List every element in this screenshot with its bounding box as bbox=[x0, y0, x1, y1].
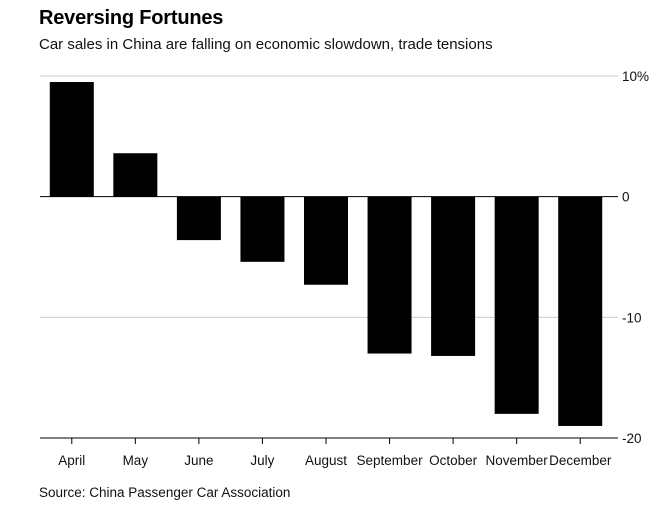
x-tick-label: June bbox=[184, 453, 213, 468]
y-tick-label: -20 bbox=[622, 431, 642, 446]
x-tick-label: November bbox=[486, 453, 549, 468]
y-tick-label: -10 bbox=[622, 310, 642, 325]
chart-title: Reversing Fortunes bbox=[39, 7, 224, 29]
bar-october bbox=[431, 196, 476, 356]
x-tick-label: December bbox=[549, 453, 612, 468]
bar-may bbox=[113, 153, 158, 197]
bar-august bbox=[304, 196, 348, 285]
x-tick-label: September bbox=[357, 453, 424, 468]
x-tick-label: April bbox=[58, 453, 85, 468]
x-tick-labels: April May June July August September October No… bbox=[58, 453, 612, 468]
bar-july bbox=[240, 196, 285, 262]
x-tick-label: October bbox=[429, 453, 478, 468]
bar-december bbox=[558, 196, 603, 426]
bar-september bbox=[367, 196, 412, 354]
y-tick-label: 0 bbox=[622, 190, 630, 205]
chart-subtitle: Car sales in China are falling on econom… bbox=[39, 36, 493, 53]
bars bbox=[49, 82, 603, 426]
source-note: Source: China Passenger Car Association bbox=[39, 485, 291, 500]
bar-november bbox=[494, 196, 539, 414]
bar-april bbox=[49, 82, 94, 197]
axes bbox=[40, 196, 618, 444]
x-tick-label: July bbox=[250, 453, 274, 468]
y-tick-labels: 10% 0 -10 -20 bbox=[622, 69, 649, 446]
bar-chart: 10% 0 -10 -20 April May June July August Septemb… bbox=[40, 69, 649, 468]
bar-june bbox=[176, 196, 221, 241]
x-tick-label: May bbox=[123, 453, 149, 468]
x-tick-label: August bbox=[305, 453, 347, 468]
y-tick-label: 10% bbox=[622, 69, 649, 84]
